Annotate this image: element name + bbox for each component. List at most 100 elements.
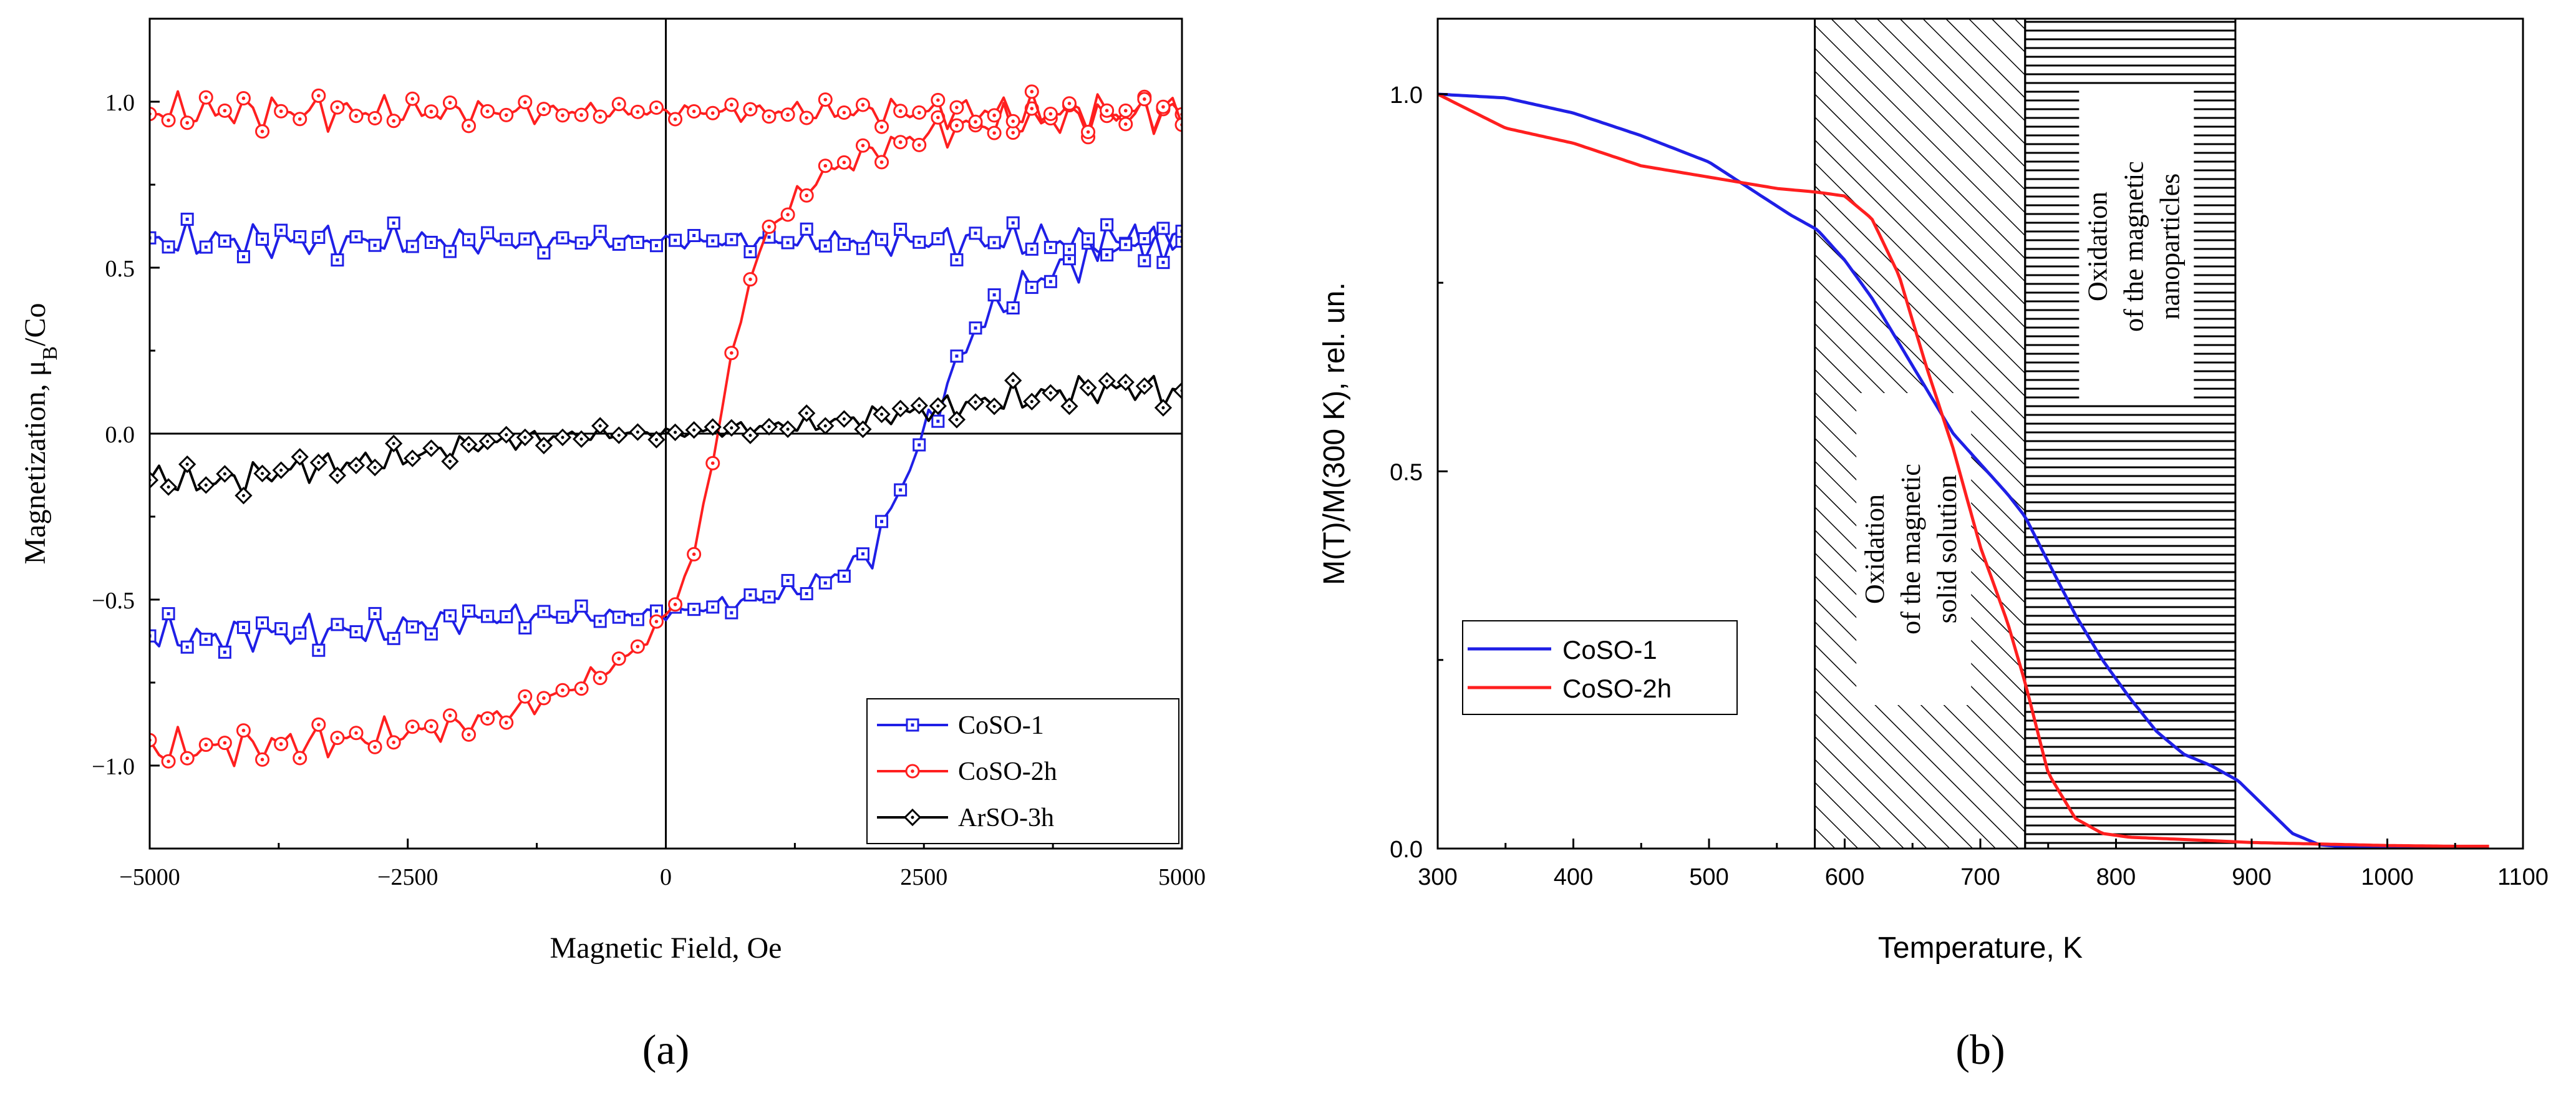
data-point-dot: [279, 109, 283, 114]
data-point-dot: [317, 648, 321, 652]
data-point-dot: [392, 442, 395, 445]
y-axis-label-a: Magnetization, μB/Co: [19, 303, 62, 564]
data-point-dot: [992, 241, 996, 245]
data-point-dot: [974, 120, 977, 124]
zero-axes: [150, 19, 1182, 849]
data-point-dot: [654, 609, 658, 613]
data-point-dot: [223, 472, 226, 475]
data-point-dot: [429, 240, 433, 244]
data-point-dot: [617, 102, 621, 106]
data-point-dot: [261, 472, 264, 475]
legend-label: CoSO-1: [958, 711, 1044, 740]
data-point-dot: [1161, 226, 1165, 230]
data-point-dot: [786, 112, 790, 117]
data-point-dot: [523, 694, 527, 699]
data-point-dot: [730, 351, 734, 355]
data-point-dot: [842, 243, 846, 246]
data-point-dot: [842, 417, 846, 421]
data-point-dot: [636, 618, 639, 621]
data-point-dot: [974, 326, 977, 330]
data-point-dot: [1011, 130, 1015, 135]
data-point-dot: [298, 756, 302, 760]
data-point-dot: [748, 250, 752, 253]
series-coso-2h: [150, 84, 1182, 769]
region-label-bg: [1856, 393, 1972, 705]
data-point-dot: [673, 117, 677, 121]
data-point-dot: [429, 109, 433, 114]
data-point-dot: [974, 400, 977, 404]
data-point-dot: [223, 239, 226, 243]
legend-swatch-marker-dot: [911, 769, 914, 773]
data-point-dot: [373, 465, 377, 469]
data-point-dot: [955, 258, 959, 261]
data-point-dot: [861, 144, 865, 148]
x-tick-label-b: 400: [1554, 864, 1593, 890]
data-point-dot: [167, 118, 170, 122]
data-point-dot: [899, 228, 903, 231]
data-point-dot: [1067, 257, 1071, 261]
data-point-dot: [636, 241, 639, 245]
data-point-dot: [392, 636, 395, 640]
data-point-dot: [241, 728, 246, 732]
data-point-dot: [1048, 246, 1052, 250]
data-point-dot: [561, 114, 564, 117]
data-point-dot: [880, 412, 884, 416]
data-point-dot: [880, 520, 884, 523]
data-point-dot: [561, 436, 564, 439]
data-point-dot: [410, 625, 414, 629]
data-point-dot: [936, 419, 940, 423]
x-tick-label-b: 300: [1418, 864, 1457, 890]
x-tick-label-b: 800: [2096, 864, 2136, 890]
region-label-line: of the magnetic: [1896, 464, 1926, 635]
data-point-dot: [786, 241, 790, 245]
data-point-dot: [542, 107, 546, 111]
legend-swatch-marker-dot: [911, 815, 914, 819]
data-point-dot: [748, 107, 752, 111]
data-point-dot: [467, 442, 471, 446]
data-point-dot: [505, 433, 508, 437]
data-point-dot: [1161, 105, 1165, 109]
region-label-bg: [2079, 90, 2194, 402]
data-point-dot: [918, 404, 921, 407]
data-point-dot: [730, 426, 734, 430]
data-point: [150, 231, 157, 245]
data-point-dot: [185, 462, 189, 466]
data-point-dot: [317, 94, 321, 98]
data-point-dot: [636, 110, 640, 114]
data-point-dot: [1087, 237, 1090, 241]
data-point-dot: [880, 238, 884, 241]
data-point-dot: [260, 757, 264, 762]
data-point-dot: [917, 110, 921, 115]
data-point-dot: [561, 236, 564, 240]
data-point-dot: [692, 552, 696, 557]
data-point-dot: [485, 716, 490, 721]
legend-label: CoSO-1: [1562, 635, 1657, 664]
data-point-dot: [204, 483, 208, 487]
legend-b: CoSO-1 CoSO-2h: [1462, 620, 1738, 715]
data-point-dot: [448, 713, 452, 718]
data-point-dot: [748, 593, 752, 597]
data-point-dot: [1030, 247, 1034, 251]
data-point-dot: [1067, 102, 1072, 105]
data-point-dot: [730, 611, 734, 615]
data-point: [150, 732, 157, 747]
data-point-dot: [636, 430, 639, 434]
data-point-dot: [336, 736, 339, 740]
data-point-dot: [354, 235, 358, 239]
data-point-dot: [823, 97, 828, 102]
data-point-dot: [1161, 406, 1165, 410]
data-point-dot: [992, 404, 996, 408]
legend-swatch-marker-dot: [911, 723, 914, 727]
data-point-dot: [261, 621, 264, 625]
data-point-dot: [505, 238, 508, 241]
data-point-dot: [617, 434, 621, 437]
data-point-dot: [692, 608, 696, 611]
data-point-dot: [467, 732, 471, 737]
data-point-dot: [579, 604, 583, 608]
data-point-dot: [1143, 237, 1146, 241]
data-point-dot: [636, 645, 640, 649]
data-point-dot: [241, 494, 245, 497]
data-point-dot: [204, 95, 208, 99]
x-tick-label-b: 700: [1960, 864, 2000, 890]
data-point-dot: [1048, 391, 1052, 395]
